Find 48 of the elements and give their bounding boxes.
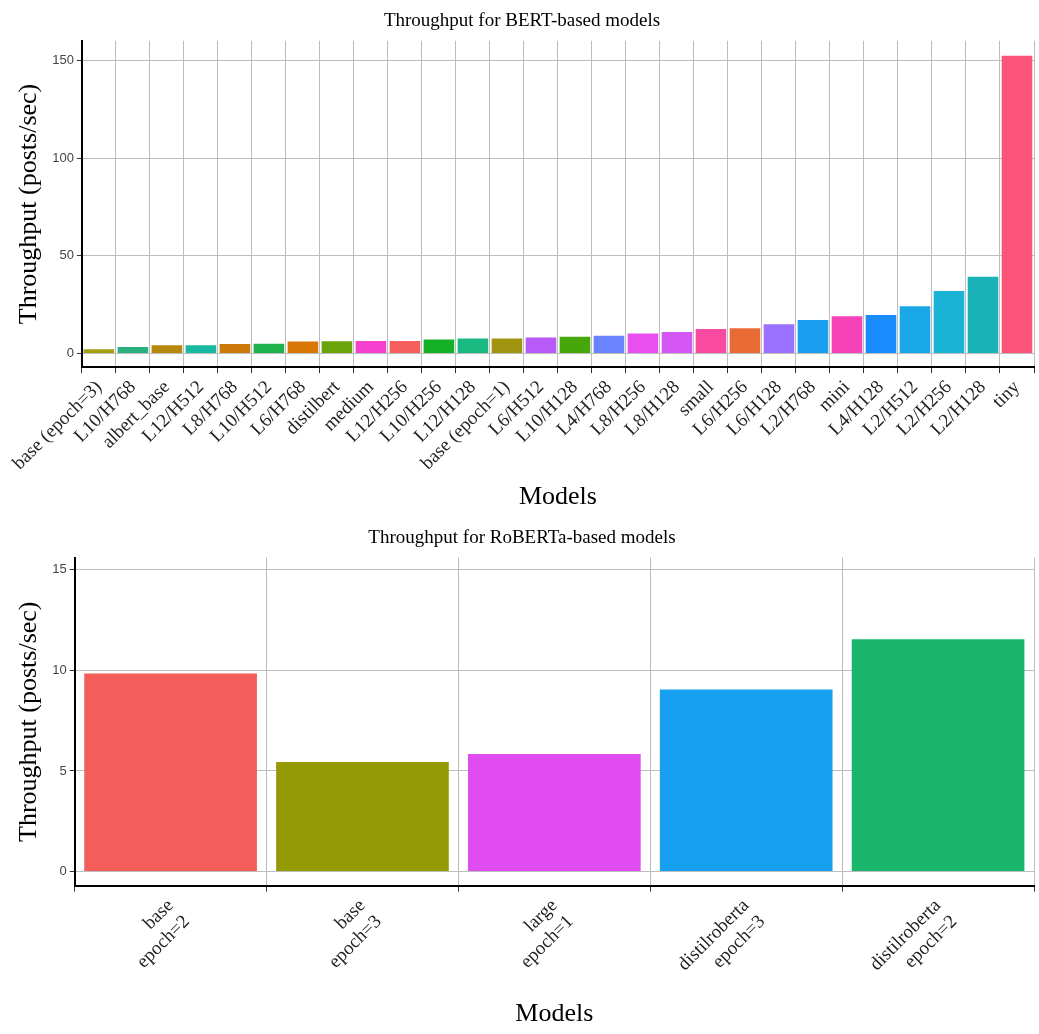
bar <box>899 306 931 353</box>
y-tick-label: 150 <box>52 51 74 67</box>
x-axis-title: Models <box>518 481 597 511</box>
bar <box>1001 55 1033 353</box>
bar <box>151 345 183 353</box>
y-tick-label: 0 <box>66 345 74 361</box>
y-tick-label: 15 <box>52 561 67 577</box>
bar <box>83 349 115 353</box>
bar <box>729 328 761 353</box>
bar <box>389 340 421 353</box>
bar <box>661 331 693 353</box>
chart-title: Throughput for RoBERTa-based models <box>368 526 676 548</box>
bar <box>423 339 455 353</box>
bar <box>355 340 387 353</box>
bar <box>695 329 727 353</box>
bar <box>185 345 217 353</box>
y-tick-label: 50 <box>59 247 74 263</box>
bar <box>763 324 795 353</box>
bar <box>457 338 489 353</box>
chart-title: Throughput for BERT-based models <box>383 9 661 31</box>
bar <box>219 344 251 353</box>
x-axis-title: Models <box>515 998 594 1028</box>
bar <box>491 338 523 353</box>
bar <box>851 639 1025 872</box>
y-axis-title: Throughput (posts/sec) <box>13 601 43 842</box>
y-tick-label: 10 <box>52 662 67 678</box>
y-axis-title: Throughput (posts/sec) <box>13 83 43 325</box>
bar <box>321 341 353 353</box>
bar <box>525 337 557 353</box>
bar <box>797 320 829 353</box>
bar <box>117 347 149 353</box>
y-tick-label: 0 <box>59 863 67 879</box>
bar <box>559 336 591 353</box>
y-tick-label: 5 <box>59 762 67 778</box>
bar <box>831 316 863 353</box>
bar <box>967 276 999 353</box>
bar <box>467 753 641 872</box>
bar <box>865 314 897 353</box>
bar <box>84 673 257 872</box>
bar <box>659 689 833 872</box>
bar <box>253 343 285 353</box>
y-tick-label: 100 <box>52 149 74 165</box>
bar <box>593 335 625 353</box>
bar <box>933 291 965 353</box>
x-tick-label: tiny <box>987 375 1024 412</box>
bar <box>627 333 659 353</box>
bar <box>287 341 319 353</box>
bar <box>276 761 449 872</box>
